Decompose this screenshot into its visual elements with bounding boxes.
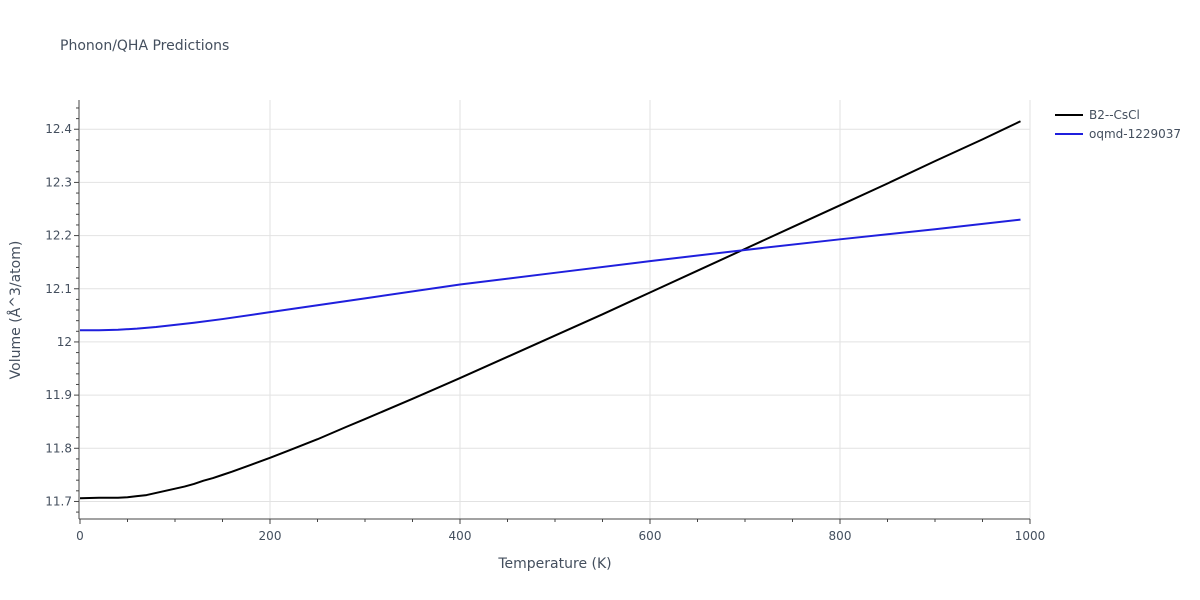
- y-tick-label: 11.7: [45, 494, 72, 508]
- y-tick-label: 12.2: [45, 229, 72, 243]
- y-tick-label: 12.1: [45, 282, 72, 296]
- series-line-1: [79, 120, 1021, 500]
- axes: [78, 100, 1030, 520]
- y-tick-label: 12: [57, 335, 72, 349]
- x-tick-label: 600: [639, 529, 662, 543]
- x-tick-label: 200: [259, 529, 282, 543]
- y-axis-title: Volume (Å^3/atom): [7, 241, 24, 380]
- y-tick-label: 12.3: [45, 175, 72, 189]
- y-tick-label: 11.8: [45, 441, 72, 455]
- x-tick-label: 400: [449, 529, 472, 543]
- x-tick-label: 800: [829, 529, 852, 543]
- legend-label: B2--CsCl: [1089, 108, 1140, 122]
- grid-lines: [80, 100, 1031, 519]
- legend[interactable]: B2--CsCl oqmd-1229037: [1055, 108, 1181, 141]
- x-tick-label: 1000: [1015, 529, 1046, 543]
- y-tick-label: 12.4: [45, 122, 72, 136]
- x-tick-label: 0: [76, 529, 84, 543]
- legend-item[interactable]: oqmd-1229037: [1055, 127, 1181, 141]
- series-lines: [79, 120, 1021, 500]
- x-axis-ticks: 0 200 400 600 800 1000: [76, 519, 1045, 543]
- chart-title: Phonon/QHA Predictions: [60, 38, 229, 54]
- series-line-2: [80, 218, 1021, 332]
- legend-item[interactable]: B2--CsCl: [1055, 108, 1140, 122]
- y-tick-label: 11.9: [45, 388, 72, 402]
- legend-label: oqmd-1229037: [1089, 127, 1181, 141]
- y-axis-ticks: 11.7 11.8 11.9 12 12.1 12.2 12.3 12.4: [45, 107, 79, 513]
- x-axis-title: Temperature (K): [497, 556, 611, 572]
